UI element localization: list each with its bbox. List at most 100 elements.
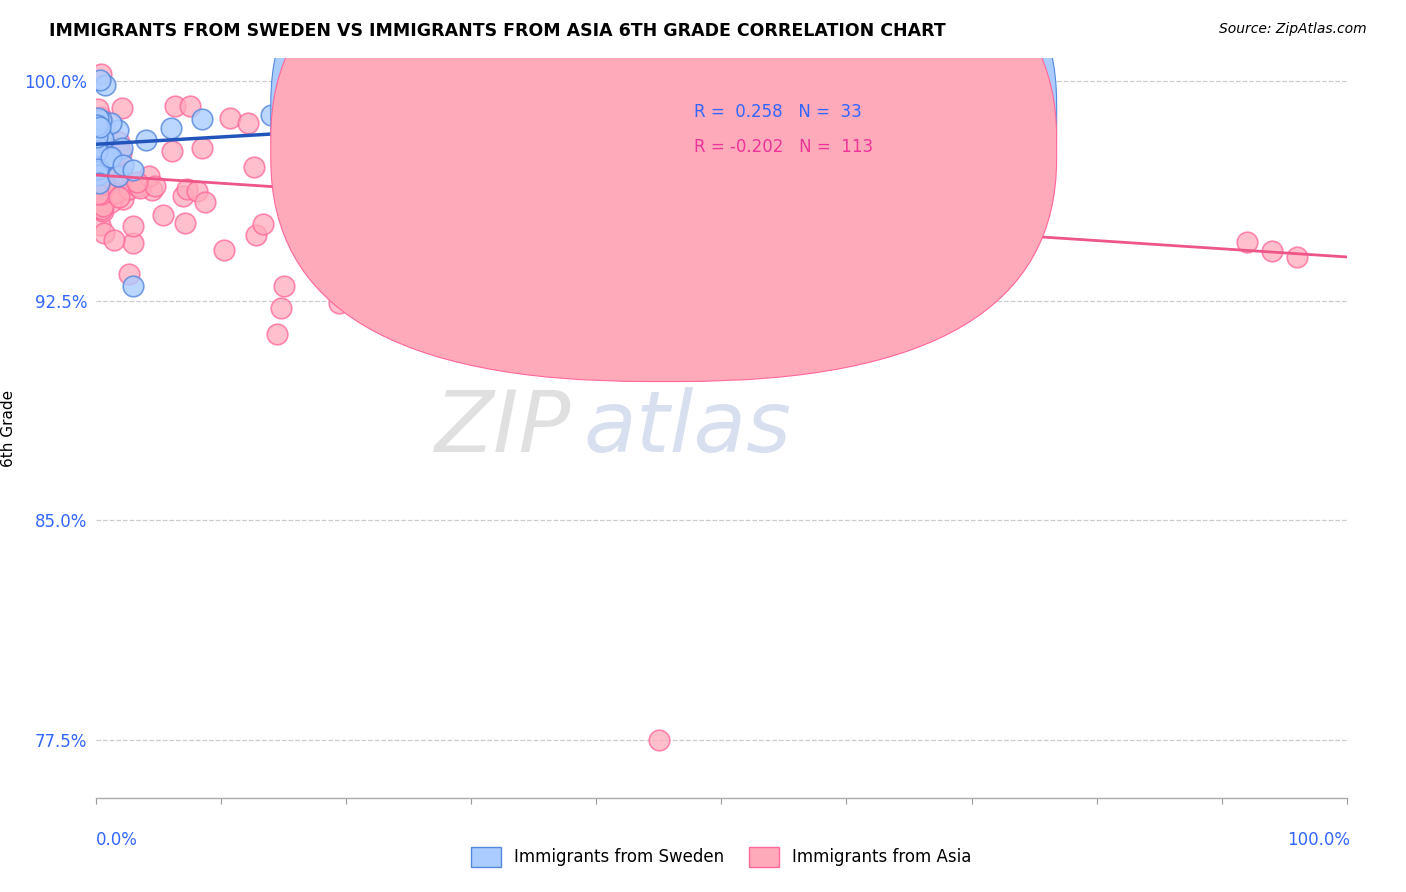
- Point: [89, 73, 111, 87]
- Point: [89, 113, 111, 128]
- Point: [86, 102, 108, 116]
- Point: [86, 173, 108, 187]
- Point: [621, 241, 644, 255]
- Point: [127, 178, 149, 193]
- Point: [1236, 235, 1258, 250]
- Point: [176, 182, 198, 196]
- Point: [86, 151, 108, 165]
- Point: [93, 169, 115, 183]
- Point: [103, 168, 125, 182]
- Point: [96, 149, 118, 163]
- Point: [287, 208, 309, 222]
- Point: [94, 78, 117, 93]
- Point: [173, 216, 195, 230]
- Point: [86, 129, 108, 144]
- Point: [90, 67, 112, 81]
- Point: [813, 260, 835, 275]
- Point: [111, 101, 134, 115]
- Point: [172, 188, 194, 202]
- Point: [97, 149, 120, 163]
- Point: [91, 131, 114, 145]
- Point: [86, 147, 108, 161]
- Point: [118, 267, 141, 281]
- Point: [664, 317, 686, 331]
- Point: [135, 133, 157, 147]
- Point: [90, 112, 112, 127]
- Point: [647, 732, 671, 747]
- Point: [1261, 244, 1284, 259]
- Point: [770, 155, 793, 169]
- Point: [105, 176, 128, 190]
- Point: [212, 243, 235, 257]
- Point: [122, 235, 145, 250]
- Point: [243, 160, 266, 174]
- Point: [335, 245, 357, 260]
- Point: [1285, 250, 1308, 264]
- Point: [107, 135, 129, 149]
- Point: [710, 277, 733, 291]
- Point: [93, 179, 115, 194]
- Point: [91, 199, 114, 213]
- Text: 0.0%: 0.0%: [96, 831, 138, 849]
- Point: [86, 201, 108, 215]
- Point: [328, 296, 350, 310]
- Point: [260, 107, 283, 121]
- FancyBboxPatch shape: [627, 84, 946, 177]
- Point: [100, 139, 122, 153]
- Point: [94, 153, 117, 167]
- Point: [90, 187, 112, 202]
- Point: [118, 182, 141, 196]
- Point: [103, 154, 125, 169]
- Point: [127, 175, 149, 189]
- Point: [737, 290, 759, 304]
- Point: [112, 158, 135, 172]
- Point: [252, 218, 274, 232]
- Point: [141, 183, 163, 197]
- Point: [160, 144, 183, 158]
- Point: [93, 163, 115, 178]
- Point: [93, 118, 115, 132]
- Text: R = -0.202   N =  113: R = -0.202 N = 113: [693, 138, 873, 156]
- Point: [86, 118, 108, 132]
- Point: [87, 191, 110, 205]
- Point: [87, 200, 110, 214]
- Point: [108, 190, 131, 204]
- Point: [87, 194, 110, 209]
- Point: [122, 163, 145, 178]
- Point: [128, 181, 150, 195]
- Point: [90, 111, 112, 125]
- Point: [179, 98, 201, 112]
- Point: [107, 169, 129, 183]
- Point: [107, 123, 129, 137]
- Point: [105, 187, 128, 202]
- Text: Source: ZipAtlas.com: Source: ZipAtlas.com: [1219, 22, 1367, 37]
- Point: [87, 111, 110, 125]
- Point: [245, 228, 267, 243]
- Point: [91, 142, 114, 156]
- Point: [110, 168, 132, 182]
- Point: [159, 120, 181, 135]
- Point: [270, 301, 292, 315]
- Point: [91, 202, 114, 216]
- Point: [86, 180, 108, 194]
- Point: [607, 235, 630, 249]
- Point: [104, 186, 127, 201]
- Point: [93, 227, 115, 241]
- Point: [90, 147, 112, 161]
- Point: [89, 131, 111, 145]
- Point: [87, 168, 110, 182]
- Point: [218, 111, 240, 125]
- Y-axis label: 6th Grade: 6th Grade: [1, 390, 15, 467]
- Point: [105, 175, 128, 189]
- Point: [91, 163, 114, 178]
- Point: [86, 153, 108, 168]
- Point: [186, 184, 208, 198]
- Point: [266, 327, 288, 342]
- Text: atlas: atlas: [583, 386, 792, 470]
- Point: [138, 169, 160, 184]
- Point: [273, 279, 295, 293]
- Point: [152, 208, 174, 222]
- Point: [103, 233, 125, 247]
- Point: [86, 144, 108, 158]
- Point: [90, 131, 112, 145]
